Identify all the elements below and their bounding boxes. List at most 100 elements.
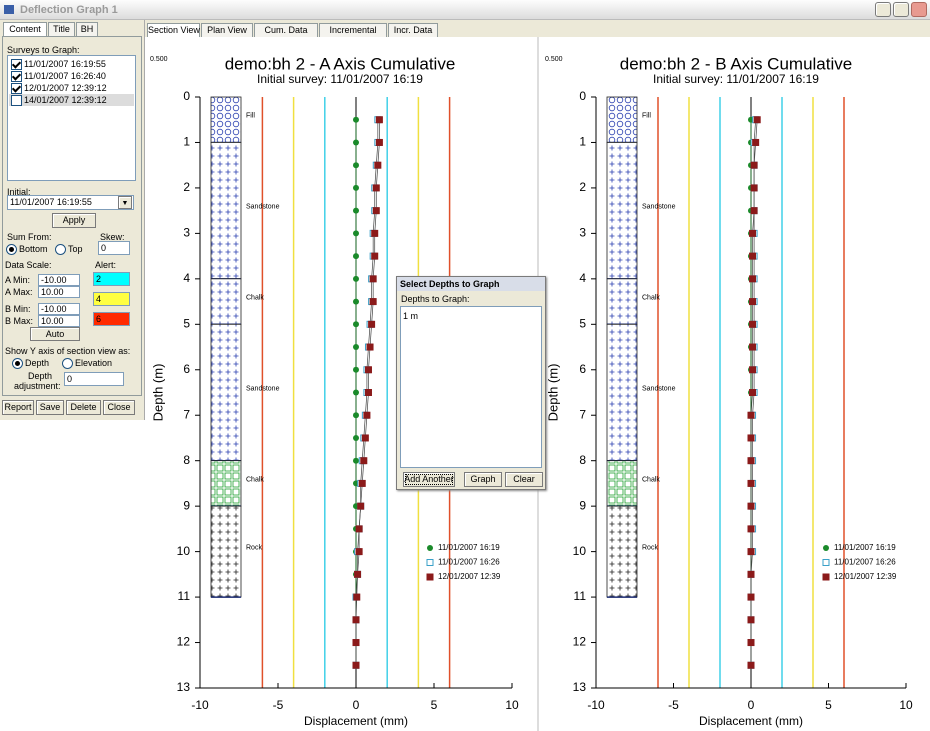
series-marker <box>354 570 362 578</box>
dialog-title: Select Depths to Graph <box>400 279 500 289</box>
depths-list: 1 m <box>400 306 542 468</box>
series-marker <box>352 593 360 601</box>
x-tick-label: 0 <box>353 698 360 712</box>
view-tab[interactable]: Incr. Data <box>388 23 438 37</box>
minimize-button[interactable] <box>875 2 891 17</box>
series-marker <box>749 320 757 328</box>
series-marker <box>364 343 372 351</box>
survey-row: 12/01/2007 12:39:12 <box>9 82 134 94</box>
series-marker <box>748 321 754 328</box>
legend-label: 12/01/2007 12:39 <box>438 572 501 581</box>
panel-button[interactable]: Delete <box>66 400 101 415</box>
panel-button[interactable]: Save <box>36 400 64 415</box>
survey-label: 11/01/2007 16:26:40 <box>24 71 106 81</box>
series-marker <box>366 320 374 328</box>
stratum <box>210 278 242 325</box>
series-marker <box>748 480 754 487</box>
alert-box[interactable]: 6 <box>93 312 130 326</box>
series-marker <box>747 457 755 465</box>
panel-button[interactable]: Report <box>2 400 34 415</box>
yaxis-radio[interactable] <box>12 358 23 369</box>
series-marker <box>749 457 757 465</box>
y-tick-label: 2 <box>183 180 190 194</box>
y-tick-label: 0 <box>579 89 586 103</box>
dialog-button[interactable]: Clear <box>505 472 543 487</box>
scale-input[interactable]: 10.00 <box>38 286 80 298</box>
series-marker <box>749 525 757 533</box>
close-window-button[interactable] <box>911 2 927 17</box>
view-tab[interactable]: Plan View <box>201 23 253 37</box>
series-marker <box>747 593 755 601</box>
series-marker <box>752 116 760 124</box>
yaxis-option: Elevation <box>75 358 113 368</box>
survey-checkbox[interactable] <box>11 95 22 106</box>
view-tab[interactable]: Section View <box>147 23 200 37</box>
series-marker <box>749 434 757 442</box>
panel-tab[interactable]: Title <box>48 22 75 36</box>
series-marker <box>748 230 754 237</box>
series-marker <box>353 139 359 146</box>
series-marker <box>747 616 755 624</box>
alert-box[interactable]: 4 <box>93 292 130 306</box>
yaxis-label: Show Y axis of section view as: <box>5 346 131 356</box>
series-marker <box>353 525 359 532</box>
apply-button[interactable]: Apply <box>52 213 96 228</box>
stratum <box>606 142 638 280</box>
stratum-label: Sandstone <box>246 385 280 392</box>
y-tick-label: 6 <box>579 362 586 376</box>
y-tick-label: 5 <box>579 316 586 330</box>
series-marker <box>750 207 758 215</box>
sum-option: Top <box>68 244 83 254</box>
y-tick-label: 4 <box>183 271 190 285</box>
scale-input[interactable]: 10.00 <box>38 315 80 327</box>
view-tab[interactable]: Incremental <box>319 23 387 37</box>
series-marker <box>748 298 754 305</box>
chart-title: demo:bh 2 - B Axis Cumulative <box>620 54 852 73</box>
skew-input[interactable]: 0 <box>98 241 130 255</box>
view-tab[interactable]: Cum. Data <box>254 23 318 37</box>
surveys-list: 11/01/2007 16:19:55 11/01/2007 16:26:40 12… <box>7 55 136 181</box>
series-marker <box>748 548 754 555</box>
series-marker <box>354 570 362 578</box>
maximize-button[interactable] <box>893 2 909 17</box>
series-marker <box>352 616 360 624</box>
panel-button[interactable]: Close <box>103 400 135 415</box>
series-marker <box>747 639 755 647</box>
series-marker <box>750 298 758 306</box>
series-marker <box>360 434 368 442</box>
series-marker <box>352 661 360 669</box>
sum-radio[interactable] <box>55 244 66 255</box>
survey-checkbox[interactable] <box>11 71 22 82</box>
alert-box[interactable]: 2 <box>93 272 130 286</box>
dialog-button[interactable]: Graph <box>464 472 502 487</box>
x-tick-label: -10 <box>191 698 209 712</box>
depth-item[interactable]: 1 m <box>403 311 419 321</box>
dropdown-arrow[interactable]: ▼ <box>118 196 132 209</box>
series-marker <box>354 548 362 556</box>
series-marker <box>352 639 360 647</box>
sum-radio[interactable] <box>6 244 17 255</box>
dialog-button[interactable]: Add Another <box>403 472 455 487</box>
auto-button[interactable]: Auto <box>30 327 80 341</box>
yaxis-radio[interactable] <box>62 358 73 369</box>
scale-input[interactable]: -10.00 <box>38 303 80 315</box>
legend-label: 11/01/2007 16:26 <box>438 558 500 567</box>
depth-adjust-input[interactable]: 0 <box>64 372 124 386</box>
initial-dropdown[interactable]: 11/01/2007 16:19:55 ▼ <box>7 195 134 210</box>
y-tick-label: 9 <box>579 498 586 512</box>
series-marker <box>747 548 755 556</box>
y-tick-label: 10 <box>573 544 587 558</box>
series-marker <box>364 366 372 374</box>
x-tick-label: 5 <box>431 698 438 712</box>
series-marker <box>353 321 359 328</box>
survey-checkbox[interactable] <box>11 83 22 94</box>
survey-checkbox[interactable] <box>11 59 22 70</box>
y-tick-label: 13 <box>177 680 191 694</box>
y-tick-label: 8 <box>183 453 190 467</box>
series-marker <box>353 639 359 646</box>
legend-label: 11/01/2007 16:19 <box>834 543 896 552</box>
panel-tab[interactable]: Content <box>3 22 47 36</box>
left-panel: Content Title BH Surveys to Graph: 11/01/200… <box>0 20 145 420</box>
panel-tab[interactable]: BH <box>76 22 98 36</box>
scale-input[interactable]: -10.00 <box>38 274 80 286</box>
